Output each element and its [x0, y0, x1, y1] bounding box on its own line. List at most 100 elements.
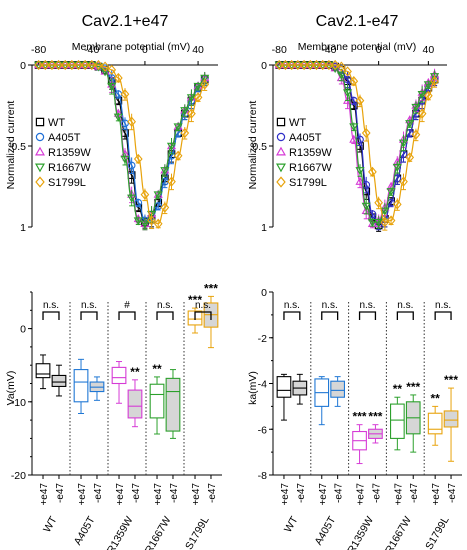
iv-data-point [318, 59, 328, 71]
iv-data-point [349, 123, 359, 132]
category-label: R1667W [143, 514, 174, 550]
comparison-bracket [321, 311, 339, 320]
iv-data-point [100, 68, 110, 77]
iv-data-point [113, 113, 123, 122]
legend-label: R1667W [48, 162, 91, 174]
box-x-tick-label: -e47 [169, 483, 180, 503]
comparison-label: n.s. [435, 300, 451, 311]
significance-mark: ** [430, 391, 440, 405]
iv-data-point [411, 129, 421, 140]
iv-data-point [355, 95, 365, 106]
comparison-label: n.s. [43, 300, 59, 311]
significance-mark: *** [444, 373, 458, 387]
iv-chart-title: Cav2.1-e47 [316, 13, 399, 30]
iv-data-point [127, 161, 136, 170]
box-rect [51, 374, 67, 387]
iv-data-point [361, 202, 371, 211]
iv-data-point [429, 73, 440, 82]
category-label: R1359W [345, 514, 376, 550]
comparison-bracket [42, 311, 60, 320]
iv-data-point [281, 59, 290, 71]
comparison-label: n.s. [157, 300, 173, 311]
iv-data-point [299, 59, 309, 71]
legend-marker [35, 146, 45, 156]
box-x-tick-label: -e47 [447, 483, 458, 503]
iv-data-point [67, 59, 77, 71]
category-label: R1667W [383, 514, 414, 550]
iv-data-point [180, 107, 190, 116]
category-label: A405T [312, 514, 338, 547]
comparison-bracket [358, 311, 377, 320]
box-x-tick-label: +e47 [280, 483, 291, 506]
comparison-bracket [118, 311, 136, 320]
legend-label: S1799L [289, 177, 327, 189]
iv-data-point [368, 166, 377, 178]
iv-data-point [120, 155, 130, 164]
legend-marker [276, 132, 286, 142]
iv-data-point [153, 191, 163, 200]
box-y-tick-label: -10 [11, 397, 26, 409]
iv-data-point [355, 167, 365, 176]
iv-data-point [386, 215, 396, 226]
iv-x-tick-label: 0 [376, 44, 382, 56]
iv-data-point [173, 150, 183, 161]
ka-box-chart: ka(mV) -8 -6 -4 -2 0 +e47 -e47 +e47 -e47 +e47 *** -… [247, 287, 462, 550]
iv-data-point [114, 72, 123, 84]
iv-data-point [380, 207, 390, 216]
iv-data-point [187, 108, 196, 119]
iv-x-tick-label: -40 [321, 44, 336, 56]
box-x-tick-label: +e47 [191, 483, 202, 506]
iv-data-point [343, 66, 352, 77]
box-y-tick-label: -8 [258, 470, 267, 482]
iv-data-point [274, 59, 284, 71]
iv-data-point [180, 127, 190, 139]
box-x-tick-label: +e47 [356, 483, 367, 506]
iv-data-point [153, 218, 163, 229]
iv-data-point [140, 189, 150, 200]
iv-data-point [287, 59, 296, 71]
iv-x-tick-label: 0 [142, 44, 148, 56]
comparison-label: n.s. [195, 300, 211, 311]
iv-data-point [147, 215, 156, 226]
iv-data-point [100, 61, 110, 72]
iv-data-point [193, 82, 203, 91]
category-label: WT [282, 514, 301, 535]
box-x-tick-label: -e47 [131, 483, 142, 503]
iv-data-point [374, 218, 384, 228]
iv-x-tick-label: -80 [31, 44, 46, 56]
iv-data-point [392, 199, 402, 210]
iv-y-tick-label: 0.5 [11, 141, 26, 153]
comparison-label: # [124, 300, 130, 311]
iv-data-point [74, 59, 83, 71]
box-rect [73, 369, 89, 403]
iv-data-point [417, 90, 427, 100]
legend-label: A405T [289, 132, 322, 144]
iv-series-line [38, 64, 205, 225]
legend-marker [35, 117, 45, 127]
iv-data-point [349, 76, 359, 87]
iv-data-point [134, 198, 143, 207]
iv-data-point [424, 90, 433, 101]
iv-y-tick-label: 0 [20, 60, 26, 72]
iv-data-point [133, 153, 143, 165]
box-rect [149, 383, 165, 419]
iv-y-tick-label: 1 [20, 222, 26, 234]
legend-label: A405T [48, 132, 81, 144]
iv-data-point [417, 108, 427, 119]
box-rect [330, 380, 345, 398]
iv-x-axis-label: Membrane potential (mV) [298, 41, 416, 53]
iv-data-point [121, 119, 129, 128]
iv-data-point [160, 167, 170, 176]
comparison-bracket [80, 311, 98, 320]
box-rect [427, 412, 443, 435]
box-rect [35, 363, 51, 379]
iv-data-point [367, 218, 378, 228]
iv-data-point [127, 116, 136, 127]
comparison-bracket [156, 311, 174, 320]
iv-data-point [305, 59, 315, 71]
legend-label: WT [48, 117, 65, 129]
legend-marker [35, 176, 45, 188]
box-y-tick-label: 0 [261, 287, 267, 299]
iv-data-point [167, 176, 176, 187]
